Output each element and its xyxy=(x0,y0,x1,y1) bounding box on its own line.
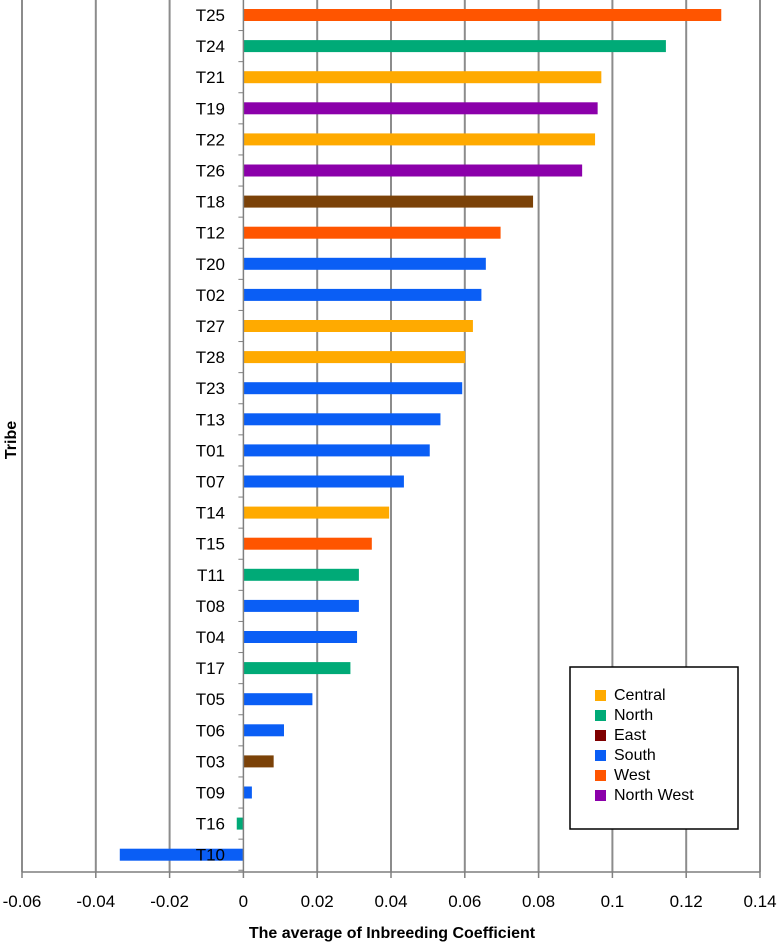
legend-swatch-west xyxy=(595,770,606,781)
legend-label-south: South xyxy=(614,747,656,764)
category-label-t11: T11 xyxy=(197,566,225,585)
category-label-t14: T14 xyxy=(196,504,225,523)
bar-t14 xyxy=(243,506,390,519)
bar-t18 xyxy=(243,195,534,208)
bar-t24 xyxy=(243,40,666,53)
bar-t02 xyxy=(243,288,482,301)
bar-t19 xyxy=(243,102,598,115)
legend-swatch-north-west xyxy=(595,790,606,801)
x-tick-label-6: 0.06 xyxy=(448,892,481,911)
bar-t01 xyxy=(243,444,430,457)
bar-t26 xyxy=(243,164,583,177)
category-label-t13: T13 xyxy=(196,410,225,429)
category-label-t06: T06 xyxy=(196,721,225,740)
category-label-t22: T22 xyxy=(196,130,225,149)
category-label-t16: T16 xyxy=(196,815,225,834)
bar-t03 xyxy=(243,755,274,768)
x-tick-label-4: 0.02 xyxy=(301,892,334,911)
category-label-t15: T15 xyxy=(196,535,225,554)
category-label-t09: T09 xyxy=(196,784,225,803)
x-tick-label-10: 0.14 xyxy=(743,892,776,911)
bar-t22 xyxy=(243,133,596,146)
category-label-t08: T08 xyxy=(196,597,225,616)
bar-t23 xyxy=(243,382,463,395)
bar-t25 xyxy=(243,9,722,21)
x-tick-label-7: 0.08 xyxy=(522,892,555,911)
category-label-t18: T18 xyxy=(196,193,225,212)
category-label-t05: T05 xyxy=(196,690,225,709)
legend-label-east: East xyxy=(614,727,647,744)
bar-t07 xyxy=(243,475,404,488)
bar-t28 xyxy=(243,351,466,364)
category-label-t17: T17 xyxy=(196,659,225,678)
category-label-t23: T23 xyxy=(196,379,225,398)
x-tick-label-3: 0 xyxy=(239,892,248,911)
category-label-t10: T10 xyxy=(196,846,225,865)
category-label-t27: T27 xyxy=(196,317,225,336)
bar-t17 xyxy=(243,662,351,675)
x-tick-labels: -0.06 -0.04 -0.02 0 0.02 0.04 0.06 0.08 0.1 0.12 0… xyxy=(3,892,777,911)
legend-swatch-south xyxy=(595,750,606,761)
bar-t20 xyxy=(243,257,486,270)
legend-label-north-west: North West xyxy=(614,787,694,804)
x-tick-label-2: -0.02 xyxy=(150,892,189,911)
bar-t11 xyxy=(243,568,359,581)
category-label-t25: T25 xyxy=(196,6,225,25)
category-label-t02: T02 xyxy=(196,286,225,305)
bar-t05 xyxy=(243,693,313,706)
bar-t27 xyxy=(243,320,473,332)
x-tick-label-9: 0.12 xyxy=(670,892,703,911)
category-label-t01: T01 xyxy=(196,441,225,460)
x-tick-label-8: 0.1 xyxy=(601,892,625,911)
legend-swatch-east xyxy=(595,730,606,741)
category-label-t28: T28 xyxy=(196,348,225,367)
bar-t04 xyxy=(243,631,358,643)
legend: Central North East South West North West xyxy=(569,666,739,830)
bar-t16 xyxy=(236,817,244,830)
category-label-t03: T03 xyxy=(196,752,225,771)
legend-swatch-central xyxy=(595,690,606,701)
bar-t08 xyxy=(243,599,359,612)
legend-label-central: Central xyxy=(614,687,666,704)
bar-t15 xyxy=(243,537,372,550)
x-tick-label-1: -0.04 xyxy=(76,892,115,911)
category-label-t12: T12 xyxy=(196,224,225,243)
bar-t12 xyxy=(243,226,501,239)
category-label-t19: T19 xyxy=(196,99,225,118)
bar-t09 xyxy=(243,786,252,799)
legend-label-west: West xyxy=(614,767,651,784)
category-label-t21: T21 xyxy=(196,68,225,87)
bar-t13 xyxy=(243,413,441,426)
category-label-t24: T24 xyxy=(196,37,225,56)
x-tick-label-5: 0.04 xyxy=(374,892,407,911)
x-axis-title: The average of Inbreeding Coefficient xyxy=(249,925,536,942)
legend-swatch-north xyxy=(595,710,606,721)
category-label-t26: T26 xyxy=(196,162,225,181)
category-label-t04: T04 xyxy=(196,628,225,647)
bars-group xyxy=(119,9,722,861)
bar-t10 xyxy=(119,848,244,861)
axes-group xyxy=(21,0,761,878)
category-label-t07: T07 xyxy=(196,473,225,492)
bar-t21 xyxy=(243,71,602,84)
category-label-t20: T20 xyxy=(196,255,225,274)
legend-label-north: North xyxy=(614,707,653,724)
y-axis-title: Tribe xyxy=(3,421,20,459)
bar-t06 xyxy=(243,724,284,737)
category-labels: T25 T24 T21 T19 T22 T26 T18 T12 T20 T02 T27 T28 T23 T… xyxy=(196,6,225,865)
x-tick-label-0: -0.06 xyxy=(3,892,42,911)
